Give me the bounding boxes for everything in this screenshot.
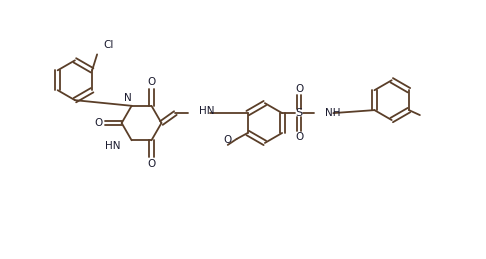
Text: S: S — [295, 108, 303, 118]
Text: Cl: Cl — [104, 40, 114, 51]
Text: O: O — [224, 135, 232, 146]
Text: O: O — [295, 132, 303, 142]
Text: HN: HN — [105, 141, 121, 151]
Text: NH: NH — [325, 108, 340, 118]
Text: O: O — [94, 118, 103, 128]
Text: HN: HN — [199, 106, 215, 116]
Text: O: O — [295, 84, 303, 94]
Text: N: N — [124, 93, 132, 103]
Text: O: O — [147, 159, 156, 169]
Text: O: O — [147, 77, 156, 88]
